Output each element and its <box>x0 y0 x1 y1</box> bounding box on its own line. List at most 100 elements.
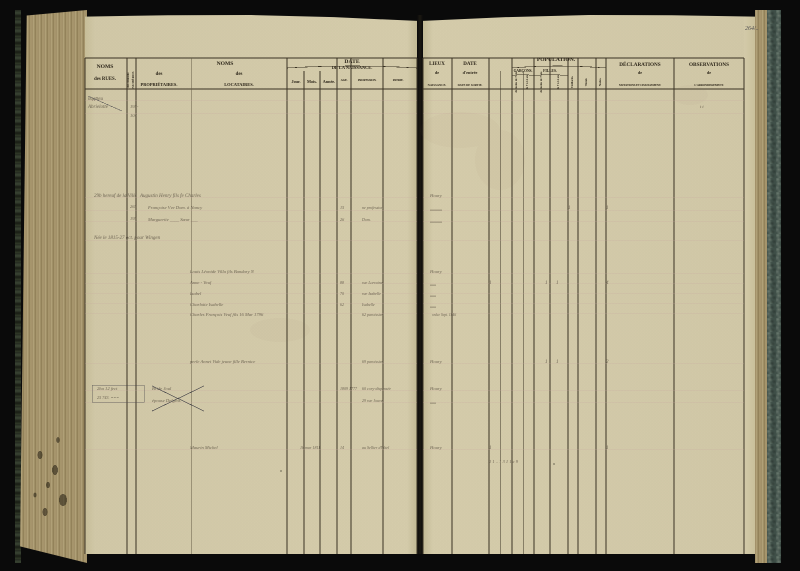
svg-text:de 7 à 14 ans: de 7 à 14 ans <box>526 73 529 89</box>
svg-text:Isabelle: Isabelle <box>361 302 375 307</box>
svg-text:Anne - Veuf: Anne - Veuf <box>189 280 212 285</box>
svg-text:Jour.: Jour. <box>291 79 300 84</box>
svg-text:Françoise Vve Dom. à Nan: Françoise Vve Dom. à Nancy <box>147 205 203 210</box>
svg-text:NUMÉROS: NUMÉROS <box>130 71 135 88</box>
svg-text:264/..: 264/.. <box>745 25 759 32</box>
svg-text:Total.: Total. <box>584 78 588 86</box>
svg-text:62 paroissien: 62 paroissien <box>362 312 384 317</box>
svg-text:Charles François Veuf fils: Charles François Veuf fils 16 Mar 1796 <box>190 312 264 317</box>
svg-text:Isabel: Isabel <box>189 291 202 296</box>
svg-text:1809 1777: 1809 1777 <box>340 386 358 391</box>
svg-text:des RUES.: des RUES. <box>94 77 116 82</box>
svg-text:195: 195 <box>130 216 137 221</box>
svg-text:ordce Sept. 1846: ordce Sept. 1846 <box>432 313 456 317</box>
svg-text:1: 1 <box>606 446 609 451</box>
svg-text:18 mar 1811: 18 mar 1811 <box>300 445 320 450</box>
svg-text:DÉCLARATIONS: DÉCLARATIONS <box>619 60 661 68</box>
svg-text:FILLES.: FILLES. <box>543 69 557 73</box>
svg-text:Houry: Houry <box>429 386 443 391</box>
svg-text:au Sellier d'hôtel: au Sellier d'hôtel <box>362 445 390 450</box>
svg-text:NAISSANCE.: NAISSANCE. <box>428 83 447 87</box>
svg-text:NOMS: NOMS <box>217 61 234 67</box>
svg-text:LOCATAIRES.: LOCATAIRES. <box>224 82 253 87</box>
svg-text:___: ___ <box>429 302 437 307</box>
svg-text:épouse Delgros: épouse Delgros <box>152 398 181 403</box>
svg-text:___: ___ <box>429 280 437 285</box>
svg-text:des Maisons: des Maisons <box>126 72 130 88</box>
svg-text:NOMS: NOMS <box>97 64 114 70</box>
svg-text:t t: t t <box>700 104 704 109</box>
svg-text:Bride Joul: Bride Joul <box>152 386 172 391</box>
svg-text:Mois.: Mois. <box>307 79 317 84</box>
svg-text:Née le 1815-27 oct. pour Winge: Née le 1815-27 oct. pour Wingen <box>93 236 161 241</box>
svg-text:Vieillards.: Vieillards. <box>571 76 574 89</box>
svg-text:1: 1 <box>489 281 492 286</box>
svg-text:Houry: Houry <box>429 445 443 450</box>
svg-text:des: des <box>236 72 243 77</box>
svg-text:DATE DE SORTIE.: DATE DE SORTIE. <box>458 83 483 87</box>
svg-text:69 paroissien: 69 paroissien <box>362 359 384 364</box>
svg-text:Abrielotte: Abrielotte <box>87 105 109 110</box>
svg-text:265: 265 <box>130 204 137 209</box>
svg-text:des: des <box>156 72 163 77</box>
svg-text:rue Lorraine: rue Lorraine <box>362 280 383 285</box>
svg-text:Houry: Houry <box>429 269 443 274</box>
svg-text:DATE: DATE <box>463 62 477 67</box>
svg-text:de moins de 7 ans: de moins de 7 ans <box>540 71 543 93</box>
svg-text:de moins de 7 ans: de moins de 7 ans <box>515 71 518 93</box>
svg-text:62: 62 <box>340 302 344 307</box>
svg-text:PROPRIÉTAIRES.: PROPRIÉTAIRES. <box>141 82 178 87</box>
svg-text:1: 1 <box>556 281 559 286</box>
svg-text:104: 104 <box>130 113 138 118</box>
svg-text:70: 70 <box>340 291 344 296</box>
svg-text:Houry: Houry <box>429 193 443 198</box>
svg-text:de: de <box>435 70 439 75</box>
svg-text:OBSERVATIONS: OBSERVATIONS <box>689 62 729 68</box>
svg-text:1: 1 <box>606 206 609 211</box>
svg-text:de 7 à 14 ans: de 7 à 14 ans <box>557 73 560 89</box>
svg-text:4: 4 <box>606 281 609 286</box>
svg-text:PATRIE.: PATRIE. <box>393 78 404 82</box>
svg-text:DE LA NAISSANCE.: DE LA NAISSANCE. <box>332 65 373 70</box>
svg-text:LIEUX: LIEUX <box>429 62 445 67</box>
svg-text:AGE.: AGE. <box>341 78 348 82</box>
svg-text:1: 1 <box>556 360 559 365</box>
svg-text:Louis Léonide Villa fils B: Louis Léonide Villa fils Bandary N <box>189 269 255 274</box>
svg-text:rue Isabelle: rue Isabelle <box>362 291 381 296</box>
svg-text:______: ______ <box>429 205 443 210</box>
svg-text:MUTATIONS ET CHANGEMENT.: MUTATIONS ET CHANGEMENT. <box>619 83 661 87</box>
svg-text:___: ___ <box>429 291 437 296</box>
svg-text:Marguerite ____ Sœur ___: Marguerite ____ Sœur ___ <box>147 217 198 222</box>
svg-text:Augustin Henry fils fe Char: Augustin Henry fils fe Charles <box>139 194 201 199</box>
svg-text:de: de <box>638 70 642 75</box>
svg-text:1: 1 <box>545 360 548 365</box>
svg-text:Charlotte Isabelle: Charlotte Isabelle <box>190 302 223 307</box>
svg-text:Houry: Houry <box>429 359 443 364</box>
svg-text:perle Annet Vide jeune fille: perle Annet Vide jeune fille Bernice <box>189 359 255 364</box>
svg-text:___: ___ <box>429 398 437 403</box>
svg-text:ne profession: ne profession <box>362 205 383 210</box>
svg-text:60 cory-dispensée: 60 cory-dispensée <box>362 386 391 391</box>
svg-text:29 rue Jouvet: 29 rue Jouvet <box>362 398 385 403</box>
svg-text:de: de <box>707 70 711 75</box>
svg-text:14: 14 <box>340 445 344 450</box>
svg-text:195-: 195- <box>130 104 139 109</box>
svg-text:29b hereuf de la Ville: 29b hereuf de la Ville <box>94 194 138 199</box>
svg-text:Maurin Michel: Maurin Michel <box>189 445 218 450</box>
svg-text:2: 2 <box>606 360 609 365</box>
svg-text:1: 1 <box>489 446 492 451</box>
svg-text:______: ______ <box>429 217 443 222</box>
svg-text:1: 1 <box>568 206 571 211</box>
svg-text:Dom.: Dom. <box>361 217 371 222</box>
svg-text:POPULATION.: POPULATION. <box>537 57 576 63</box>
svg-text:2ha 12 fect: 2ha 12 fect <box>97 386 118 391</box>
svg-text:Année.: Année. <box>323 79 335 84</box>
svg-text:1 1 .. 1 3 1 1 c 9: 1 1 .. 1 3 1 1 c 9 <box>489 459 519 464</box>
svg-text:15: 15 <box>340 205 344 210</box>
svg-text:PROFESSION.: PROFESSION. <box>358 78 377 82</box>
svg-text:d'entrée: d'entrée <box>463 70 478 75</box>
svg-text:1: 1 <box>545 281 548 286</box>
svg-text:25 743. ===: 25 743. === <box>97 395 119 400</box>
svg-text:88: 88 <box>340 280 344 285</box>
svg-text:Naiss.: Naiss. <box>598 78 602 87</box>
